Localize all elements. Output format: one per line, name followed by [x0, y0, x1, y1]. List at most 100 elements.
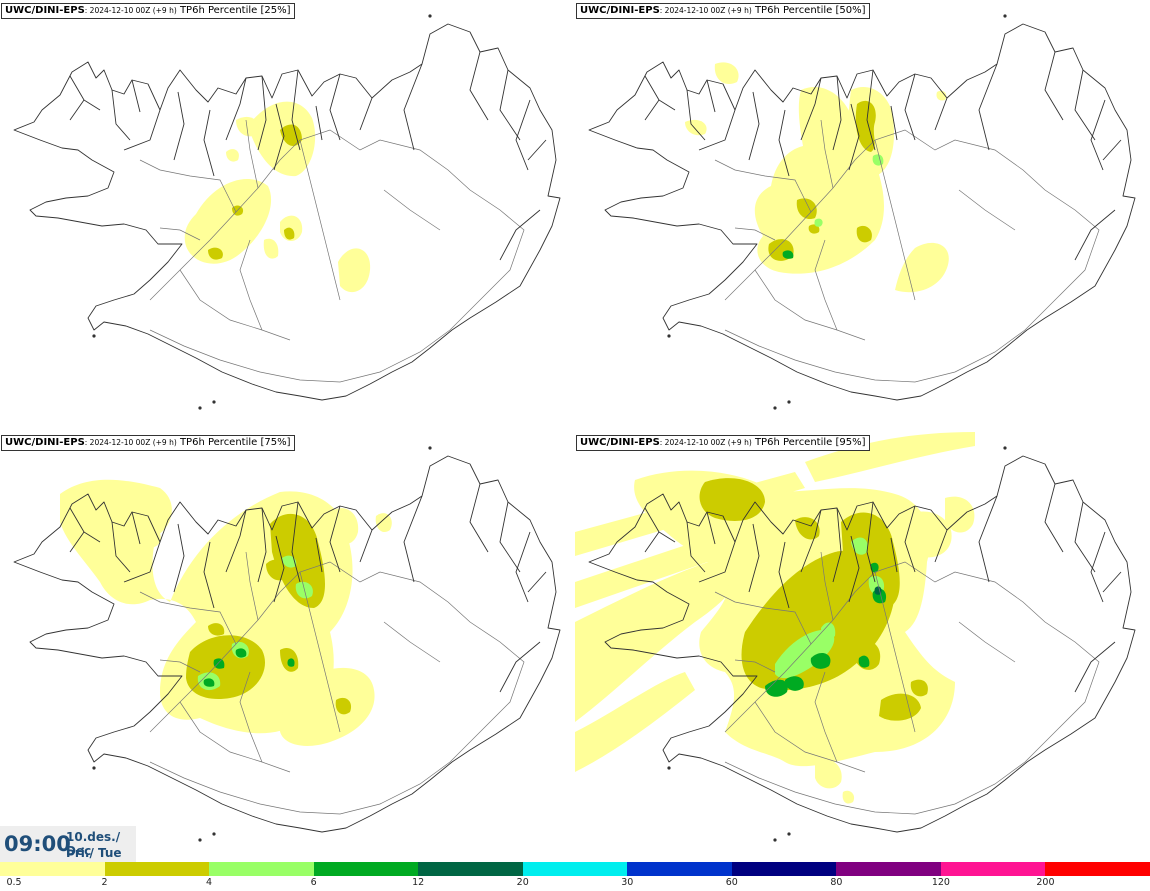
island — [667, 334, 671, 338]
island — [667, 766, 671, 770]
road-line — [149, 561, 525, 815]
fjord-line — [527, 139, 547, 161]
precip-contour — [808, 224, 820, 234]
fjord-line — [934, 529, 948, 563]
fjord-line — [69, 75, 85, 121]
fjord-line — [173, 523, 185, 593]
precip-contour — [685, 119, 707, 136]
fjord-line — [904, 505, 916, 573]
precip-contour — [714, 62, 739, 84]
precip-contour — [208, 623, 225, 636]
product-name: TP6h Percentile [95%] — [754, 437, 866, 448]
fjord-line — [1044, 51, 1064, 121]
fjord-line — [315, 537, 323, 573]
fjord-line — [203, 109, 215, 177]
legend-swatch — [940, 862, 1046, 876]
road-line — [179, 701, 291, 773]
island — [1003, 14, 1007, 18]
island — [212, 832, 216, 836]
panel-title: UWC/DINI-EPS: 2024-12-10 00Z (+9 h) TP6h… — [576, 3, 870, 19]
coastline-outline — [13, 23, 561, 401]
road-line — [245, 119, 259, 189]
model-name: UWC/DINI-EPS — [5, 5, 85, 16]
precip-contour — [248, 101, 316, 177]
fjord-line — [848, 103, 860, 171]
precip-contour — [782, 250, 794, 259]
fjord-line — [173, 91, 185, 161]
valid-date: 10.des./ Dec — [66, 830, 121, 858]
precip-contour — [796, 198, 817, 220]
fjord-line — [225, 509, 247, 573]
fjord-line — [499, 501, 521, 573]
road-line — [239, 239, 263, 331]
fjord-line — [469, 483, 489, 553]
island — [198, 406, 202, 410]
fjord-line — [904, 73, 916, 141]
legend-swatch — [836, 862, 941, 876]
fjord-line — [527, 571, 547, 593]
legend-tick-label: 2 — [101, 877, 108, 888]
fjord-line — [644, 75, 660, 121]
coastline — [588, 446, 1136, 842]
road-line — [299, 571, 341, 733]
coastline — [13, 14, 561, 410]
precip-contour — [208, 247, 223, 260]
iceland-precipitation-map — [13, 14, 561, 410]
road-line — [383, 189, 441, 231]
legend-tick-label: 80 — [830, 877, 843, 888]
map-panel-75: UWC/DINI-EPS: 2024-12-10 00Z (+9 h) TP6h… — [0, 432, 575, 864]
fjord-line — [706, 511, 716, 545]
iceland-precipitation-map — [13, 446, 561, 842]
coastline — [13, 446, 561, 842]
island — [787, 832, 791, 836]
fjord-line — [1102, 139, 1122, 161]
precip-contour — [894, 511, 952, 558]
precip-contour — [936, 90, 947, 101]
road-line — [714, 159, 812, 213]
legend-tick-label: 200 — [1036, 877, 1055, 888]
road-line — [734, 227, 776, 241]
fjord-line — [225, 77, 247, 141]
precip-contour — [280, 124, 302, 146]
fjord-line — [698, 109, 736, 151]
precip-contour — [856, 225, 872, 243]
product-name: TP6h Percentile [50%] — [754, 5, 866, 16]
product-name: TP6h Percentile [75%] — [179, 437, 291, 448]
legend-swatch — [209, 862, 314, 876]
fjord-line — [359, 529, 373, 563]
run-info: : 2024-12-10 00Z (+9 h) — [659, 6, 752, 15]
precip-contour — [858, 655, 870, 668]
fjord-line — [499, 209, 541, 261]
precip-contour — [855, 100, 876, 152]
map-panel-50: UWC/DINI-EPS: 2024-12-10 00Z (+9 h) TP6h… — [575, 0, 1150, 432]
fjord-line — [273, 535, 285, 603]
fjord-line — [658, 531, 676, 543]
fjord-line — [658, 99, 676, 111]
legend-bar — [0, 862, 1150, 876]
road-line — [734, 659, 776, 673]
fjord-line — [111, 89, 131, 141]
precip-contour — [870, 562, 879, 573]
coastline-outline — [588, 23, 1136, 401]
legend-swatch — [0, 862, 105, 876]
valid-time-box: 09:00 10.des./ Dec Þri./ Tue — [0, 826, 136, 862]
island — [428, 14, 432, 18]
legend-tick-label: 60 — [725, 877, 738, 888]
road-line — [754, 701, 866, 773]
fjord-line — [1074, 641, 1116, 693]
island — [92, 334, 96, 338]
fjord-line — [291, 501, 301, 583]
fjord-line — [1090, 99, 1106, 171]
fjord-line — [934, 97, 948, 131]
precip-contour — [765, 679, 788, 697]
precip-contour — [284, 227, 295, 240]
color-legend: 0.5 2 4 6 12 20 30 60 80 120 200 — [0, 862, 1150, 891]
fjord-line — [131, 79, 141, 113]
road-line — [159, 227, 201, 241]
precip-contour — [842, 790, 855, 804]
road-line — [299, 139, 341, 301]
road-line — [958, 189, 1016, 231]
product-name: TP6h Percentile [25%] — [179, 5, 291, 16]
precip-contour — [184, 178, 272, 264]
fjord-line — [499, 69, 521, 141]
